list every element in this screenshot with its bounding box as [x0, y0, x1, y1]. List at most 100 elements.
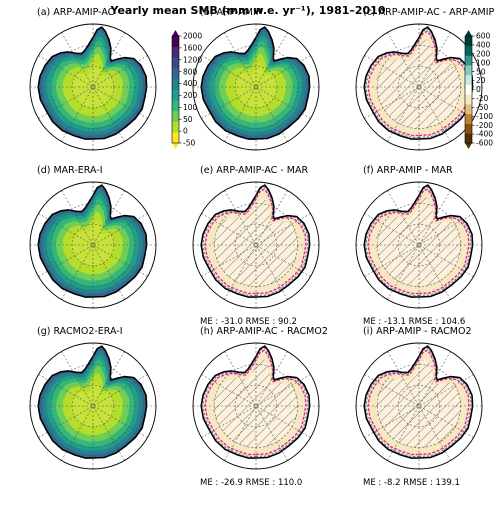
- colorbar-segment: [465, 123, 472, 134]
- colorbar-segment: [172, 36, 179, 47]
- map-boundary: [192, 342, 320, 470]
- graticule-ring: [71, 223, 115, 267]
- colorbar-tick-label: 50: [476, 67, 486, 76]
- colorbar-segment: [172, 89, 179, 101]
- panel-stats: ME : -13.1 RMSE : 104.6: [363, 317, 465, 327]
- colorbar-tick-label: 0: [183, 127, 188, 136]
- panel-title: (h) ARP-AMIP-AC - RACMO2: [200, 326, 328, 337]
- graticule-ring: [397, 65, 441, 109]
- colorbar-tick-label: 1600: [183, 43, 202, 52]
- graticule-meridian: [224, 190, 288, 300]
- map-boundary: [192, 23, 320, 151]
- graticule-meridian: [201, 213, 311, 277]
- significance-hatching: [375, 39, 462, 129]
- graticule-meridian: [364, 374, 474, 438]
- graticule-meridian: [38, 55, 148, 119]
- graticule-meridian: [364, 55, 474, 119]
- graticule-meridian: [387, 351, 451, 461]
- graticule-meridian: [364, 213, 474, 277]
- graticule-meridian: [38, 374, 148, 438]
- colorbar-segment: [172, 132, 179, 144]
- colorbar-tick-label: -400: [476, 130, 493, 139]
- positive-contour: [367, 349, 470, 456]
- colorbar-segment: [172, 57, 179, 69]
- colorbar-segment: [465, 55, 472, 66]
- coastline: [363, 184, 474, 298]
- graticule-meridian: [38, 213, 148, 277]
- colorbar-segment: [172, 100, 179, 112]
- significance-hatching: [212, 358, 299, 448]
- significance-hatching: [212, 197, 299, 287]
- colorbar-extend-top: [172, 30, 179, 36]
- colorbar-segment: [465, 84, 472, 95]
- coastline: [37, 345, 148, 459]
- graticule-meridian: [224, 190, 288, 300]
- colorbar-tick-label: -20: [476, 94, 488, 103]
- colorbar-segment: [465, 133, 472, 144]
- coastline: [363, 345, 474, 459]
- colorbar-tick-label: 400: [183, 79, 198, 88]
- colorbar-tick-label: 1200: [183, 55, 202, 64]
- coastline: [37, 26, 148, 140]
- colorbar-tick-label: 800: [183, 67, 198, 76]
- figure-title: Yearly mean SMB (mm w.e. yr⁻¹), 1981–201…: [110, 4, 386, 17]
- panel-title: (b) ARP-AMIP: [200, 7, 262, 18]
- coastline: [200, 26, 311, 140]
- colorbar-segment: [172, 68, 179, 80]
- graticule-meridian: [224, 351, 288, 461]
- colorbar-tick-label: -50: [476, 103, 488, 112]
- colorbar-segment: [172, 46, 179, 58]
- map-panel: (a) ARP-AMIP-AC: [29, 7, 157, 151]
- colorbar-extend-top: [465, 30, 472, 36]
- colorbar-extend-bottom: [465, 143, 472, 149]
- map-panel: (b) ARP-AMIP: [192, 7, 320, 151]
- panel-title: (e) ARP-AMIP-AC - MAR: [200, 165, 308, 176]
- colorbar-absolute: 2000 1600 1200 800 400 200 100 50 0 -50: [171, 30, 202, 149]
- significance-hatching: [375, 358, 462, 448]
- colorbar-tick-label: 100: [476, 58, 491, 67]
- positive-contour: [204, 349, 307, 456]
- significance-hatching: [375, 197, 462, 287]
- graticule-meridian: [224, 351, 288, 461]
- panel-stats: ME : -8.2 RMSE : 139.1: [363, 478, 460, 488]
- colorbar-tick-label: 20: [476, 76, 486, 85]
- colorbar-tick-label: 200: [183, 91, 198, 100]
- colorbar-tick-label: 50: [183, 115, 193, 124]
- colorbar-segment: [465, 65, 472, 76]
- map-panel: (d) MAR-ERA-I: [29, 165, 157, 309]
- map-boundary: [355, 181, 483, 309]
- positive-contour: [204, 188, 307, 295]
- graticule-meridian: [61, 32, 125, 142]
- graticule-meridian: [61, 351, 125, 461]
- graticule-meridian: [201, 374, 311, 438]
- panel-title: (i) ARP-AMIP - RACMO2: [363, 326, 472, 337]
- graticule-meridian: [38, 213, 148, 277]
- colorbar-segment: [465, 94, 472, 105]
- graticule-meridian: [201, 55, 311, 119]
- panel-stats: ME : -26.9 RMSE : 110.0: [200, 478, 302, 488]
- graticule-ring: [71, 384, 115, 428]
- map-panel: (g) RACMO2-ERA-I: [29, 326, 157, 470]
- graticule-ring: [397, 223, 441, 267]
- graticule-meridian: [387, 190, 451, 300]
- colorbar-tick-label: 200: [476, 49, 491, 58]
- colorbar-tick-label: -50: [183, 139, 195, 148]
- map-panel: (h) ARP-AMIP-AC - RACMO2 ME : -26.9 RMSE …: [192, 326, 328, 488]
- panel-title: (c) ARP-AMIP-AC - ARP-AMIP: [363, 7, 494, 18]
- coastline: [200, 345, 311, 459]
- colorbar-segment: [172, 121, 179, 133]
- colorbar-tick-label: 100: [183, 103, 198, 112]
- panel-title: (f) ARP-AMIP - MAR: [363, 165, 453, 176]
- colorbar-tick-label: -200: [476, 121, 493, 130]
- map-panel: (f) ARP-AMIP - MAR ME : -13.1 RMSE : 104.…: [355, 165, 483, 327]
- graticule-meridian: [364, 213, 474, 277]
- graticule-meridian: [364, 374, 474, 438]
- graticule-meridian: [38, 374, 148, 438]
- panel-title: (g) RACMO2-ERA-I: [37, 326, 123, 337]
- graticule-ring: [234, 223, 278, 267]
- map-panel: (c) ARP-AMIP-AC - ARP-AMIP: [355, 7, 494, 151]
- colorbar-tick-label: 2000: [183, 32, 202, 41]
- graticule-meridian: [387, 32, 451, 142]
